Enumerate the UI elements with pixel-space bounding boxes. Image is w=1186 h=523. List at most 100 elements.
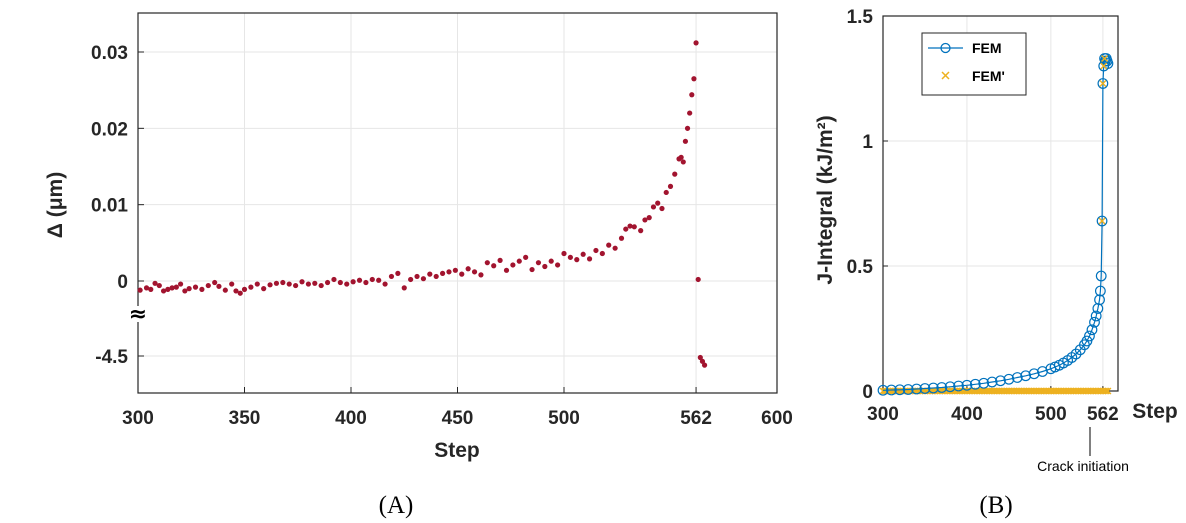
data-point — [478, 272, 484, 278]
fem-marker — [1003, 373, 1015, 385]
data-point — [401, 285, 407, 291]
x-tick-label: 562 — [680, 408, 712, 429]
data-point — [667, 183, 674, 189]
fem-prime-marker — [1102, 387, 1110, 395]
data-point — [233, 288, 239, 294]
data-point — [165, 286, 171, 292]
data-point — [471, 269, 478, 275]
data-point — [420, 276, 427, 282]
fem-marker — [969, 378, 981, 390]
data-point — [216, 283, 222, 289]
fem-marker — [1011, 372, 1023, 383]
fem-marker — [902, 384, 914, 395]
data-point — [612, 245, 618, 251]
panel-label-a: (A) — [379, 492, 414, 519]
fem-prime-marker-stroke — [1102, 387, 1110, 395]
chart-a-y-axis-label: Δ (μm) — [44, 172, 67, 238]
data-point — [580, 251, 586, 257]
data-point — [465, 266, 471, 272]
x-tick-label: 300 — [867, 404, 899, 425]
data-point — [261, 286, 267, 292]
y-tick-label: 0 — [862, 382, 873, 403]
data-point — [186, 286, 192, 292]
fem-marker — [1094, 285, 1106, 297]
data-point — [623, 226, 629, 232]
data-point — [205, 282, 211, 289]
data-point — [337, 279, 343, 286]
data-point — [414, 273, 420, 280]
data-point — [344, 281, 350, 287]
chart-a-x-axis-label: Step — [434, 439, 480, 462]
data-point — [484, 260, 490, 266]
fem-prime-marker-stroke — [1100, 62, 1108, 70]
fem-marker — [1020, 370, 1032, 382]
fem-prime-marker-stroke — [1099, 80, 1107, 87]
x-tick-label: 500 — [548, 408, 580, 429]
data-point — [299, 279, 305, 285]
fem-marker — [1081, 335, 1093, 347]
data-point — [699, 358, 706, 364]
data-point — [638, 228, 644, 234]
data-point — [212, 279, 218, 286]
chart-a: 300 350 400 450 500 562 600 -4.500.010.020.03 … — [44, 12, 793, 519]
data-point — [324, 279, 331, 286]
data-point — [178, 281, 184, 287]
chart-a-y-ticks: -4.5 0 0.01 0.02 0.03 — [91, 43, 144, 368]
fem-marker — [961, 379, 973, 391]
data-point — [691, 76, 697, 82]
x-tick-label: 500 — [1035, 404, 1067, 425]
fem-marker — [944, 381, 956, 393]
annotation-crack-initiation: Crack initiation — [1037, 458, 1129, 474]
data-point — [548, 258, 554, 264]
chart-a-grid — [138, 13, 778, 393]
chart-b-x-ticks: 300 400 500 562 — [867, 386, 1119, 425]
data-point — [618, 235, 625, 241]
data-point — [697, 354, 703, 361]
y-tick-label: 0.5 — [847, 257, 874, 278]
data-point — [650, 204, 657, 210]
data-point — [523, 254, 529, 260]
y-tick-label: 1 — [862, 132, 873, 153]
data-point — [382, 281, 388, 287]
legend-fem-label: FEM — [972, 40, 1002, 56]
y-tick-label: 0 — [117, 272, 128, 293]
y-tick-label: 1.5 — [847, 7, 874, 28]
legend-fem-marker — [940, 42, 951, 54]
chart-a-axis-break-mask — [126, 306, 150, 322]
data-point — [267, 282, 273, 288]
data-point — [439, 270, 446, 276]
fem-marker — [1084, 330, 1095, 342]
data-point — [143, 285, 150, 291]
x-tick-label: 400 — [335, 408, 367, 429]
data-point — [529, 266, 535, 273]
data-point — [369, 276, 375, 283]
y-tick-label: -4.5 — [95, 347, 128, 368]
data-point — [169, 285, 175, 291]
legend-fem-prime-marker — [941, 71, 950, 80]
data-point — [687, 110, 693, 116]
fem-marker — [978, 377, 990, 389]
data-point — [293, 282, 299, 289]
data-point — [395, 270, 401, 276]
data-point — [646, 215, 652, 221]
data-point — [459, 271, 465, 277]
data-point — [280, 279, 286, 286]
fem-marker — [986, 376, 998, 388]
legend-box — [921, 32, 1027, 96]
x-tick-label: 600 — [761, 408, 793, 429]
fem-prime-marker-stroke — [1101, 55, 1109, 62]
data-point — [684, 125, 691, 131]
data-point — [574, 257, 580, 263]
data-point — [510, 262, 516, 268]
chart-b-legend: FEM FEM' — [921, 32, 1027, 96]
chart-b-y-ticks: 0 0.5 1 1.5 — [847, 7, 888, 403]
data-point — [137, 287, 143, 293]
data-point — [286, 281, 292, 287]
data-point — [491, 263, 497, 269]
fem-marker — [953, 380, 964, 392]
data-point — [606, 242, 612, 248]
data-point — [248, 284, 254, 290]
fem-marker — [1094, 294, 1105, 306]
data-point — [199, 286, 205, 292]
